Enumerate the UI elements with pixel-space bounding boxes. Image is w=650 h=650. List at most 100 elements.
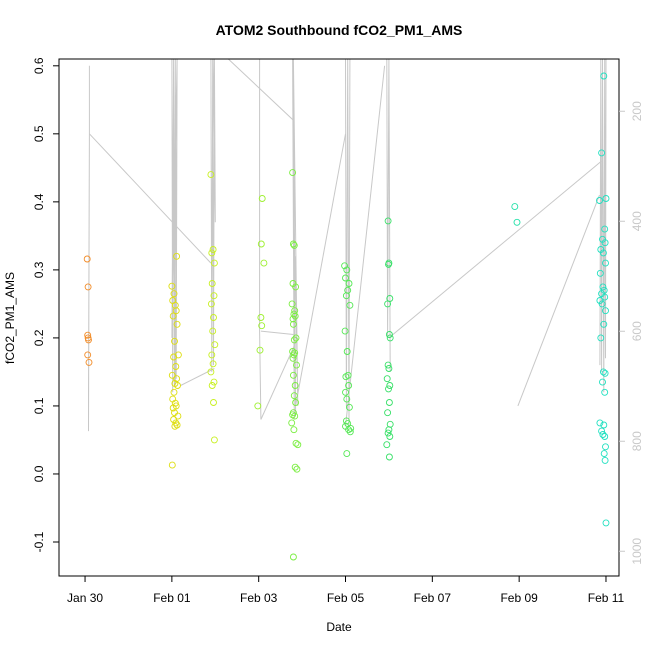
data-point: [170, 388, 178, 396]
x-tick-label: Jan 30: [67, 591, 103, 605]
data-point: [173, 252, 181, 260]
profile-line-1: [89, 133, 212, 264]
data-point: [386, 433, 394, 440]
data-point: [168, 282, 176, 290]
data-point: [211, 341, 219, 349]
data-point: [385, 365, 393, 372]
profile-line-12: [345, 65, 386, 427]
data-point: [598, 149, 606, 157]
profile-lines: [88, 58, 607, 432]
data-point: [596, 419, 604, 427]
right-tick-label: 800: [630, 431, 644, 451]
data-point: [345, 280, 353, 287]
y-tick-label: 0.4: [32, 193, 46, 210]
data-point: [85, 358, 93, 366]
data-point: [385, 426, 393, 434]
data-point: [384, 300, 392, 308]
data-point: [342, 292, 350, 300]
data-point: [385, 385, 392, 393]
profile-line-9: [260, 337, 299, 420]
data-point: [601, 433, 609, 440]
data-point: [84, 283, 92, 291]
data-point: [345, 382, 353, 389]
y-axis: -0.1 0.0 0.1 0.2 0.3 0.4 0.5 0.6: [32, 57, 59, 552]
data-point: [383, 441, 391, 449]
data-point: [209, 360, 217, 368]
data-point: [343, 348, 351, 355]
data-point: [173, 320, 181, 328]
data-point: [384, 217, 392, 225]
y-tick-label: 0.2: [32, 329, 46, 346]
data-point: [208, 249, 216, 257]
data-point: [602, 307, 609, 315]
y-tick-label: 0.5: [32, 125, 46, 142]
data-point: [208, 280, 216, 287]
x-axis-label: Date: [326, 620, 352, 634]
profile-line-15: [517, 194, 600, 407]
data-point: [169, 312, 177, 320]
profile-line-11: [295, 133, 346, 406]
data-point: [257, 314, 265, 321]
data-point: [341, 327, 349, 335]
data-point: [602, 519, 610, 527]
data-point: [170, 416, 178, 423]
y-tick-label: 0.1: [32, 397, 46, 414]
profile-line-2: [171, 58, 178, 393]
data-point: [174, 382, 181, 389]
data-point: [209, 246, 217, 253]
data-point: [290, 241, 298, 249]
data-point: [172, 307, 180, 315]
data-point: [342, 373, 350, 381]
data-point: [171, 422, 179, 430]
x-tick-label: Feb 09: [500, 591, 538, 605]
data-point: [258, 322, 266, 330]
data-point: [346, 301, 354, 309]
profile-line-5: [180, 368, 215, 386]
x-tick-label: Feb 07: [414, 591, 452, 605]
data-point: [511, 203, 519, 211]
data-point: [342, 274, 349, 282]
y-tick-label: -0.1: [32, 531, 46, 552]
profile-line-10: [345, 58, 351, 427]
data-point: [210, 378, 218, 386]
data-point: [345, 403, 353, 411]
data-point: [292, 439, 300, 447]
data-point: [600, 450, 608, 458]
data-point: [596, 197, 603, 204]
data-point: [599, 283, 607, 291]
data-point: [345, 426, 353, 434]
data-point: [172, 363, 180, 370]
data-point: [293, 361, 300, 369]
data-point: [210, 314, 217, 321]
data-point: [597, 334, 605, 342]
profile-line-3: [210, 58, 216, 372]
data-point: [171, 301, 179, 309]
data-point: [386, 334, 394, 342]
data-point: [341, 262, 349, 270]
right-tick-label: 1000: [630, 538, 644, 565]
y-tick-label: 0.3: [32, 261, 46, 278]
profile-line-0: [88, 65, 90, 432]
right-tick-label: 400: [630, 211, 644, 231]
data-point: [383, 375, 391, 383]
data-point: [289, 169, 297, 177]
data-point: [260, 259, 268, 267]
data-point: [385, 399, 393, 406]
data-point: [168, 461, 176, 469]
data-point: [208, 382, 216, 389]
data-point: [289, 371, 297, 379]
data-point: [600, 72, 608, 80]
data-point: [346, 428, 354, 436]
data-point: [384, 361, 392, 369]
data-point: [291, 463, 299, 471]
data-point: [343, 395, 351, 403]
data-point: [256, 346, 264, 354]
data-point: [290, 426, 298, 434]
data-point: [290, 351, 298, 359]
data-point: [599, 378, 606, 386]
profile-line-14: [388, 160, 602, 339]
data-point: [209, 327, 217, 335]
data-point: [291, 412, 299, 420]
right-tick-label: 600: [630, 321, 644, 341]
